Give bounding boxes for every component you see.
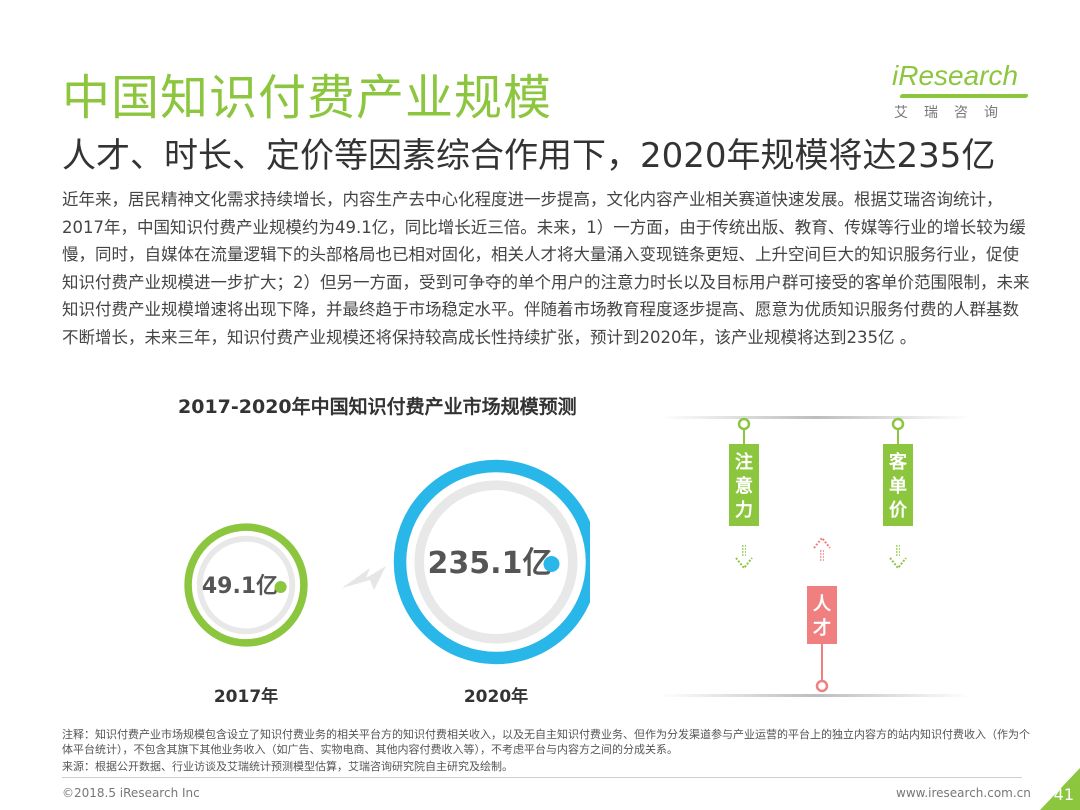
bubble-fill [203, 542, 289, 628]
bubble-fill [424, 490, 568, 634]
growth-arrow [342, 566, 386, 590]
market-size-chart: 49.1亿 2017年 235.1亿 2020年 [184, 459, 590, 707]
value-label: 49.1亿 [202, 574, 278, 599]
factor-0: 注意力 [729, 417, 759, 570]
arrow-down-icon [889, 545, 907, 570]
value-dot [274, 581, 287, 593]
bubble-0: 49.1亿 2017年 [184, 523, 308, 707]
factor-box [883, 444, 913, 526]
iresearch-logo: iResearch 艾瑞咨询 [888, 60, 1048, 124]
page-title: 中国知识付费产业规模 [62, 70, 553, 126]
category-label: 2017年 [214, 686, 278, 707]
factor-2: 客单价 [883, 417, 913, 570]
factor-label: 客单价 [889, 451, 908, 521]
value-dot [543, 556, 560, 572]
bubble-inner-ring [414, 480, 578, 644]
connector-ring [737, 417, 751, 431]
factor-label: 注意力 [735, 451, 753, 521]
page-subtitle: 人才、时长、定价等因素综合作用下，2020年规模将达235亿 [62, 136, 996, 176]
footer-website: www.iresearch.com.cn [896, 786, 1031, 800]
bubble-1: 235.1亿 2020年 [393, 459, 590, 707]
bottom-divider [660, 694, 970, 697]
logo-brand-cn: 艾瑞咨询 [894, 105, 1014, 121]
footer-copyright: ©2018.5 iResearch Inc [62, 786, 200, 800]
chart-title: 2017-2020年中国知识付费产业市场规模预测 [178, 396, 577, 418]
body-paragraph: 近年来，居民精神文化需求持续增长，内容生产去中心化程度进一步提高，文化内容产业相… [62, 190, 1030, 347]
connector-ring [815, 679, 829, 693]
page-number: 41 [1053, 785, 1074, 804]
bubble-ring [393, 459, 590, 665]
factor-box [729, 444, 759, 526]
value-label: 235.1亿 [428, 546, 553, 581]
factor-1: 人才 [807, 536, 837, 693]
factor-label: 人才 [813, 594, 832, 639]
category-label: 2020年 [464, 686, 528, 707]
connector-ring [891, 417, 905, 431]
logo-brand: iResearch [892, 60, 1019, 91]
arrow-up-icon [813, 536, 831, 561]
logo-underline [899, 94, 1029, 98]
top-divider [660, 416, 970, 419]
bubble-ring [184, 523, 308, 647]
page-number-badge: 41 [1040, 768, 1080, 810]
factor-box [807, 586, 837, 644]
chart-source: 来源：根据公开数据、行业访谈及艾瑞统计预测模型估算，艾瑞咨询研究院自主研究及绘制… [62, 760, 513, 773]
arrow-down-icon [735, 545, 753, 570]
footer-divider [62, 777, 1022, 778]
chart-note: 注释：知识付费产业市场规模包含设立了知识付费业务的相关平台方的知识付费相关收入，… [62, 728, 1030, 756]
bubble-inner-ring [196, 535, 296, 635]
